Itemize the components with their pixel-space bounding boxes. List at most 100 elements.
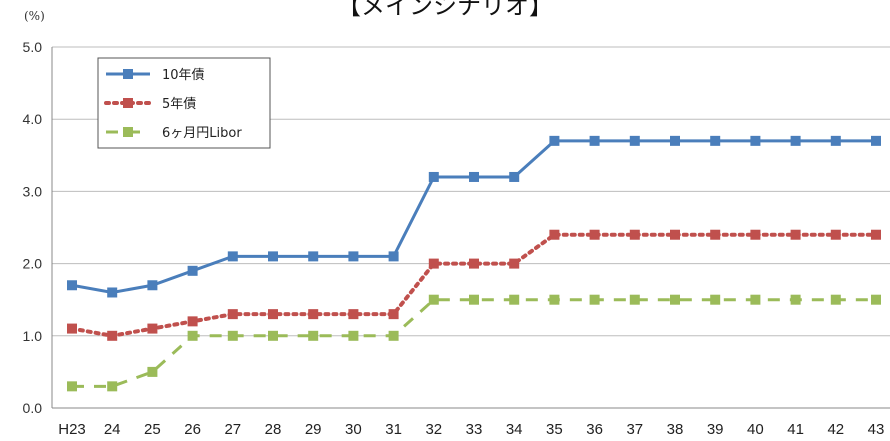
data-point [147,366,158,377]
data-point [227,251,238,262]
data-point [147,323,158,334]
data-point [750,229,761,240]
data-point [710,294,721,305]
y-tick-label: 4.0 [23,111,43,127]
data-point [268,309,278,320]
legend-marker [123,69,133,79]
legend-marker [123,98,133,108]
x-tick-label: 27 [224,421,241,438]
data-point [348,251,359,262]
data-point [268,251,278,262]
data-point [388,330,399,341]
x-tick-label: 30 [345,421,362,438]
data-point [388,309,399,320]
data-point [670,229,680,240]
data-point [830,229,841,240]
x-tick-label: 38 [667,421,684,438]
x-tick-label: H23 [58,421,86,438]
x-tick-label: 28 [265,421,282,438]
data-point [428,171,439,182]
data-point [750,294,761,305]
y-tick-label: 3.0 [23,183,43,199]
data-point [509,171,520,182]
x-tick-label: 24 [104,421,121,438]
data-point [871,135,881,146]
data-point [388,251,399,262]
data-point [67,323,77,334]
data-point [589,229,600,240]
data-point [589,294,600,305]
data-point [509,258,520,269]
data-point [830,294,841,305]
legend-marker [123,127,133,137]
x-tick-label: 32 [425,421,442,438]
data-point [107,287,118,298]
x-tick-label: 41 [787,421,804,438]
x-tick-label: 34 [506,421,523,438]
x-tick-label: 40 [747,421,764,438]
x-tick-label: 36 [586,421,603,438]
chart-title: 【メインシナリオ】 [337,0,553,20]
data-point [469,294,479,305]
data-point [67,280,77,291]
data-point [670,294,680,305]
data-point [107,330,118,341]
y-tick-label: 1.0 [23,328,43,344]
y-axis-unit: (%) [24,9,45,23]
x-tick-label: 39 [707,421,724,438]
data-point [469,171,479,182]
data-point [227,330,238,341]
data-point [710,135,721,146]
data-point [187,316,198,327]
data-point [549,135,560,146]
legend-label: 10年債 [162,68,205,83]
data-point [589,135,600,146]
data-point [227,309,238,320]
x-tick-label: 42 [827,421,844,438]
data-point [750,135,761,146]
x-tick-label: 37 [626,421,643,438]
data-point [629,229,640,240]
x-tick-label: 43 [868,421,885,438]
data-point [348,309,359,320]
x-tick-label: 26 [184,421,201,438]
data-point [549,229,560,240]
data-point [308,330,319,341]
data-point [187,330,198,341]
data-point [670,135,680,146]
data-point [428,258,439,269]
y-tick-label: 5.0 [23,39,43,55]
data-point [187,265,198,276]
data-point [308,309,319,320]
data-point [790,229,801,240]
x-tick-label: 25 [144,421,161,438]
data-point [509,294,520,305]
x-tick-label: 31 [385,421,402,438]
legend-label: 5年債 [162,97,196,112]
data-point [428,294,439,305]
legend-label: 6ヶ月円Libor [162,126,242,141]
data-point [871,294,881,305]
data-point [629,135,640,146]
series-line [72,298,876,388]
data-point [348,330,359,341]
data-point [147,280,158,291]
y-tick-label: 2.0 [23,256,43,272]
data-point [308,251,319,262]
x-tick-label: 35 [546,421,563,438]
data-point [629,294,640,305]
data-point [107,381,118,392]
x-tick-label: 33 [466,421,483,438]
data-point [790,135,801,146]
data-point [469,258,479,269]
data-point [790,294,801,305]
x-tick-label: 29 [305,421,322,438]
data-point [710,229,721,240]
data-point [549,294,560,305]
data-point [871,229,881,240]
y-tick-label: 0.0 [23,400,43,416]
data-point [268,330,278,341]
data-point [830,135,841,146]
data-point [67,381,77,392]
